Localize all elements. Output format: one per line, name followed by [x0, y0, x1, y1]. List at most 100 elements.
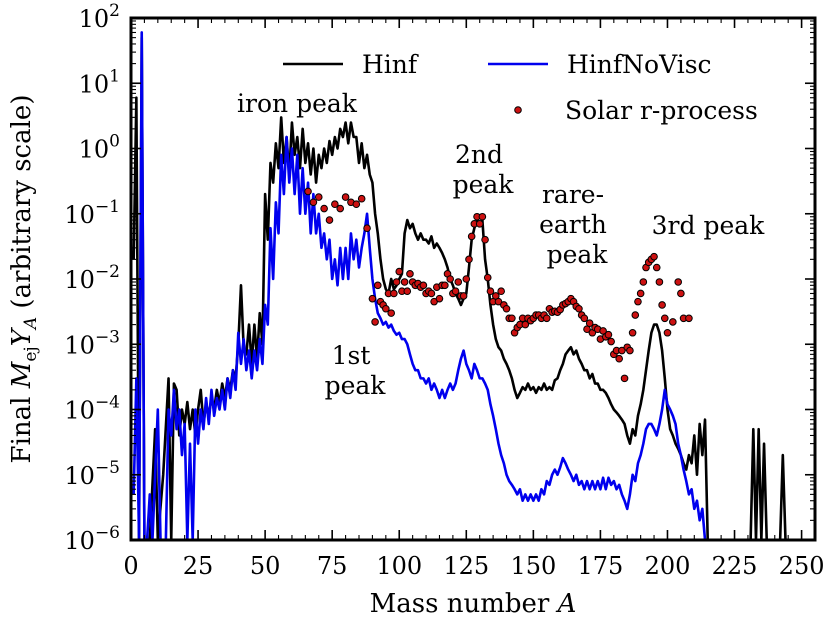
legend-label-hinf: Hinf	[362, 50, 419, 79]
solar-point	[658, 301, 666, 309]
solar-point	[320, 204, 328, 213]
solar-point	[639, 278, 648, 286]
solar-point	[435, 294, 444, 303]
solar-point	[400, 278, 409, 286]
annotation-2nd-peak-line-1: 2nd	[455, 140, 503, 169]
solar-point	[674, 278, 683, 286]
y-axis-label: Final MejYA (arbitrary scale)	[7, 95, 41, 464]
solar-point	[465, 255, 473, 264]
solar-point	[685, 314, 693, 323]
y-tick-label: 100	[79, 132, 120, 164]
x-tick-label: 25	[183, 552, 214, 580]
solar-point	[331, 200, 339, 209]
solar-point	[486, 287, 495, 296]
solar-point	[615, 354, 623, 363]
solar-point	[655, 278, 664, 286]
y-tick-labels: 102 101 100 10−1 10−2 10−3 10−4 10−5 10−6	[64, 1, 120, 555]
solar-point	[585, 319, 594, 328]
annotation-3rd-peak-line: 3rd peak	[652, 211, 766, 240]
x-tick-label: 75	[317, 552, 348, 580]
solar-point	[508, 314, 516, 323]
solar-point	[628, 328, 637, 337]
annotation-2nd-peak: 2nd peak	[453, 140, 515, 199]
solar-point	[483, 273, 492, 282]
legend-label-hinfnovisc: HinfNoVisc	[567, 50, 712, 79]
solar-point	[441, 281, 449, 290]
solar-point	[478, 212, 487, 221]
x-tick-label: 250	[779, 552, 825, 580]
solar-point	[481, 235, 489, 244]
solar-point	[406, 270, 414, 278]
series-line-hinfnovisc	[132, 31, 707, 540]
x-tick-label: 125	[443, 552, 489, 580]
x-tick-label: 0	[123, 552, 138, 580]
annotation-rare-earth-line-3: peak	[547, 240, 609, 269]
series-layer	[132, 31, 787, 540]
annotation-iron-peak: iron peak	[237, 89, 358, 118]
solar-point	[304, 187, 312, 196]
solar-point	[357, 194, 366, 203]
x-axis-label-var: A	[556, 589, 577, 619]
y-tick-label: 101	[79, 66, 120, 98]
solar-point	[467, 232, 476, 241]
solar-point	[650, 252, 658, 261]
solar-point	[494, 297, 503, 306]
y-label-y-sub: A	[21, 317, 41, 331]
solar-point	[382, 304, 390, 313]
solar-point	[620, 374, 629, 383]
solar-point	[446, 275, 455, 283]
solar-point	[403, 287, 412, 296]
solar-point	[368, 294, 377, 303]
solar-point	[677, 289, 685, 298]
solar-point	[663, 328, 672, 337]
x-axis-label-text: Mass number	[370, 589, 558, 619]
solar-point	[669, 318, 677, 326]
solar-point	[542, 314, 551, 323]
series-line-hinf-tail	[747, 427, 787, 540]
solar-point	[580, 314, 589, 323]
x-tick-label: 50	[250, 552, 281, 580]
solar-point	[636, 289, 645, 298]
solar-point	[634, 297, 642, 306]
y-tick-label: 10−4	[64, 393, 120, 425]
solar-point	[497, 287, 505, 296]
solar-point	[314, 193, 323, 201]
x-axis-label: Mass number A	[370, 589, 577, 619]
solar-point	[462, 275, 471, 283]
solar-point	[459, 292, 468, 300]
solar-point	[341, 193, 350, 201]
annotation-1st-peak-line-2: peak	[325, 371, 387, 400]
legend-marker-solar	[514, 106, 522, 114]
x-tick-label: 200	[645, 552, 691, 580]
annotation-3rd-peak: 3rd peak	[652, 211, 766, 240]
solar-point	[427, 289, 436, 298]
solar-point	[373, 281, 382, 290]
solar-point	[475, 220, 484, 228]
x-tick-labels: 0 25 50 75 100 125 150 175 200 225 250	[123, 552, 824, 580]
ticks-layer	[130, 17, 815, 541]
x-tick-label: 100	[376, 552, 422, 580]
solar-point	[395, 267, 404, 276]
y-label-m: M	[7, 360, 37, 389]
solar-point	[652, 263, 661, 272]
solar-point	[660, 314, 669, 323]
y-tick-label: 10−5	[64, 458, 120, 490]
solar-point	[392, 278, 401, 286]
solar-point	[390, 289, 398, 298]
solar-point	[352, 200, 361, 209]
solar-point	[607, 337, 615, 346]
solar-point	[521, 320, 530, 329]
annotation-iron-peak-line: iron peak	[237, 89, 358, 118]
solar-point	[604, 330, 613, 339]
annotation-1st-peak: 1st peak	[325, 341, 387, 400]
y-label-prefix: Final	[7, 388, 37, 463]
y-tick-label: 10−6	[64, 523, 120, 555]
y-label-suffix: (arbitrary scale)	[7, 95, 37, 317]
y-tick-label: 10−2	[64, 262, 120, 294]
y-tick-label: 10−1	[64, 197, 120, 229]
y-tick-label: 102	[79, 1, 120, 33]
annotation-1st-peak-line-1: 1st	[332, 341, 371, 370]
legend: Hinf HinfNoVisc Solar r-process	[283, 50, 758, 125]
solar-point	[387, 309, 395, 317]
legend-label-solar: Solar r-process	[565, 96, 758, 125]
